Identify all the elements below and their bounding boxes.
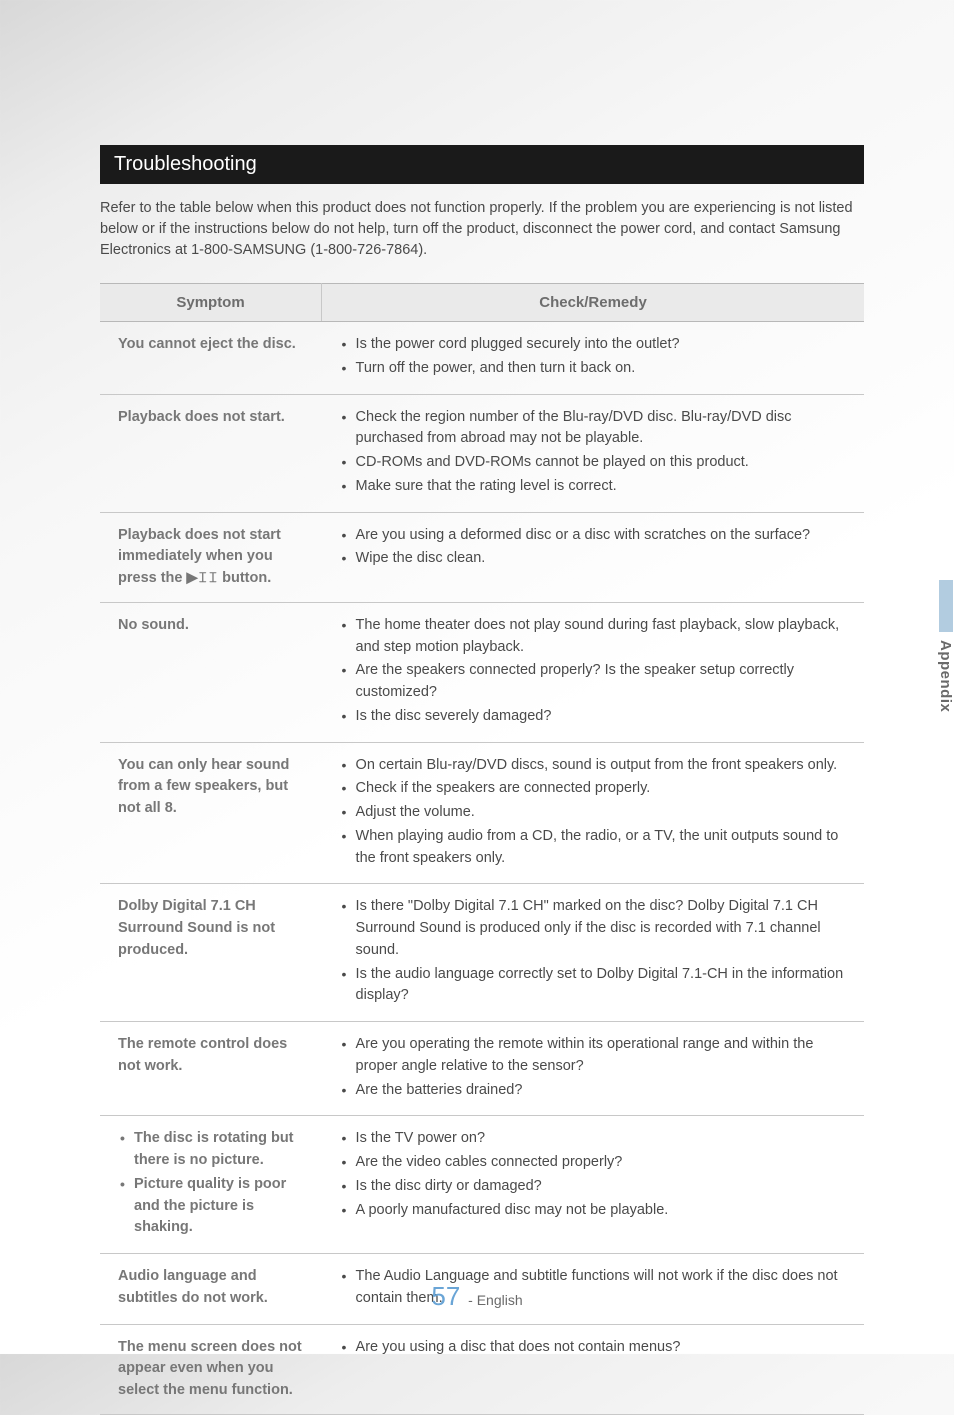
table-row: Dolby Digital 7.1 CH Surround Sound is n… bbox=[100, 884, 864, 1022]
remedy-item: Is the power cord plugged securely into … bbox=[340, 334, 850, 356]
remedy-cell: Are you using a deformed disc or a disc … bbox=[322, 512, 864, 602]
section-heading: Troubleshooting bbox=[100, 145, 864, 184]
symptom-item: Picture quality is poor and the picture … bbox=[118, 1174, 308, 1239]
remedy-item: A poorly manufactured disc may not be pl… bbox=[340, 1200, 850, 1222]
remedy-item: Is there "Dolby Digital 7.1 CH" marked o… bbox=[340, 896, 850, 961]
table-row: Playback does not start. Check the region… bbox=[100, 394, 864, 512]
symptom-cell: The remote control does not work. bbox=[100, 1022, 322, 1116]
table-row: The menu screen does not appear even whe… bbox=[100, 1324, 864, 1414]
remedy-cell: Is the power cord plugged securely into … bbox=[322, 322, 864, 395]
remedy-item: Adjust the volume. bbox=[340, 802, 850, 824]
symptom-cell: Playback does not start. bbox=[100, 394, 322, 512]
remedy-cell: On certain Blu-ray/DVD discs, sound is o… bbox=[322, 742, 864, 884]
remedy-item: On certain Blu-ray/DVD discs, sound is o… bbox=[340, 755, 850, 777]
remedy-cell: Check the region number of the Blu-ray/D… bbox=[322, 394, 864, 512]
table-row: Playback does not start immediately when… bbox=[100, 512, 864, 602]
remedy-item: Is the audio language correctly set to D… bbox=[340, 964, 850, 1008]
remedy-item: Are the batteries drained? bbox=[340, 1080, 850, 1102]
page-footer: 57 - English bbox=[0, 1281, 954, 1312]
table-row: The remote control does not work. Are you… bbox=[100, 1022, 864, 1116]
remedy-item: Are the video cables connected properly? bbox=[340, 1152, 850, 1174]
remedy-cell: Is the TV power on?Are the video cables … bbox=[322, 1116, 864, 1254]
side-tab: Appendix bbox=[937, 580, 954, 712]
symptom-cell: The menu screen does not appear even whe… bbox=[100, 1324, 322, 1414]
troubleshooting-table: Symptom Check/Remedy You cannot eject th… bbox=[100, 283, 864, 1415]
remedy-item: Are you using a deformed disc or a disc … bbox=[340, 525, 850, 547]
table-row: You cannot eject the disc. Is the power c… bbox=[100, 322, 864, 395]
table-row: You can only hear sound from a few speak… bbox=[100, 742, 864, 884]
remedy-item: Wipe the disc clean. bbox=[340, 548, 850, 570]
table-row: The disc is rotating but there is no pic… bbox=[100, 1116, 864, 1254]
symptom-cell: Playback does not start immediately when… bbox=[100, 512, 322, 602]
page-number: 57 bbox=[431, 1281, 460, 1311]
remedy-cell: Are you using a disc that does not conta… bbox=[322, 1324, 864, 1414]
remedy-item: CD-ROMs and DVD-ROMs cannot be played on… bbox=[340, 452, 850, 474]
side-label: Appendix bbox=[937, 640, 954, 712]
remedy-item: Check the region number of the Blu-ray/D… bbox=[340, 407, 850, 451]
side-accent bbox=[939, 580, 953, 632]
symptom-cell: The disc is rotating but there is no pic… bbox=[100, 1116, 322, 1254]
symptom-cell: You can only hear sound from a few speak… bbox=[100, 742, 322, 884]
remedy-item: Make sure that the rating level is corre… bbox=[340, 476, 850, 498]
symptom-cell: You cannot eject the disc. bbox=[100, 322, 322, 395]
page-lang: - English bbox=[468, 1292, 522, 1308]
col-header-remedy: Check/Remedy bbox=[322, 284, 864, 322]
col-header-symptom: Symptom bbox=[100, 284, 322, 322]
remedy-cell: The home theater does not play sound dur… bbox=[322, 602, 864, 742]
remedy-item: Check if the speakers are connected prop… bbox=[340, 778, 850, 800]
remedy-cell: Is there "Dolby Digital 7.1 CH" marked o… bbox=[322, 884, 864, 1022]
remedy-item: Is the disc dirty or damaged? bbox=[340, 1176, 850, 1198]
table-row: No sound. The home theater does not play … bbox=[100, 602, 864, 742]
remedy-cell: Are you operating the remote within its … bbox=[322, 1022, 864, 1116]
remedy-item: When playing audio from a CD, the radio,… bbox=[340, 826, 850, 870]
remedy-item: Is the TV power on? bbox=[340, 1128, 850, 1150]
intro-paragraph: Refer to the table below when this produ… bbox=[100, 198, 864, 261]
remedy-item: Are you operating the remote within its … bbox=[340, 1034, 850, 1078]
remedy-item: The home theater does not play sound dur… bbox=[340, 615, 850, 659]
remedy-item: Are the speakers connected properly? Is … bbox=[340, 660, 850, 704]
symptom-cell: Dolby Digital 7.1 CH Surround Sound is n… bbox=[100, 884, 322, 1022]
symptom-cell: No sound. bbox=[100, 602, 322, 742]
remedy-item: Are you using a disc that does not conta… bbox=[340, 1337, 850, 1359]
symptom-item: The disc is rotating but there is no pic… bbox=[118, 1128, 308, 1172]
remedy-item: Is the disc severely damaged? bbox=[340, 706, 850, 728]
remedy-item: Turn off the power, and then turn it bac… bbox=[340, 358, 850, 380]
